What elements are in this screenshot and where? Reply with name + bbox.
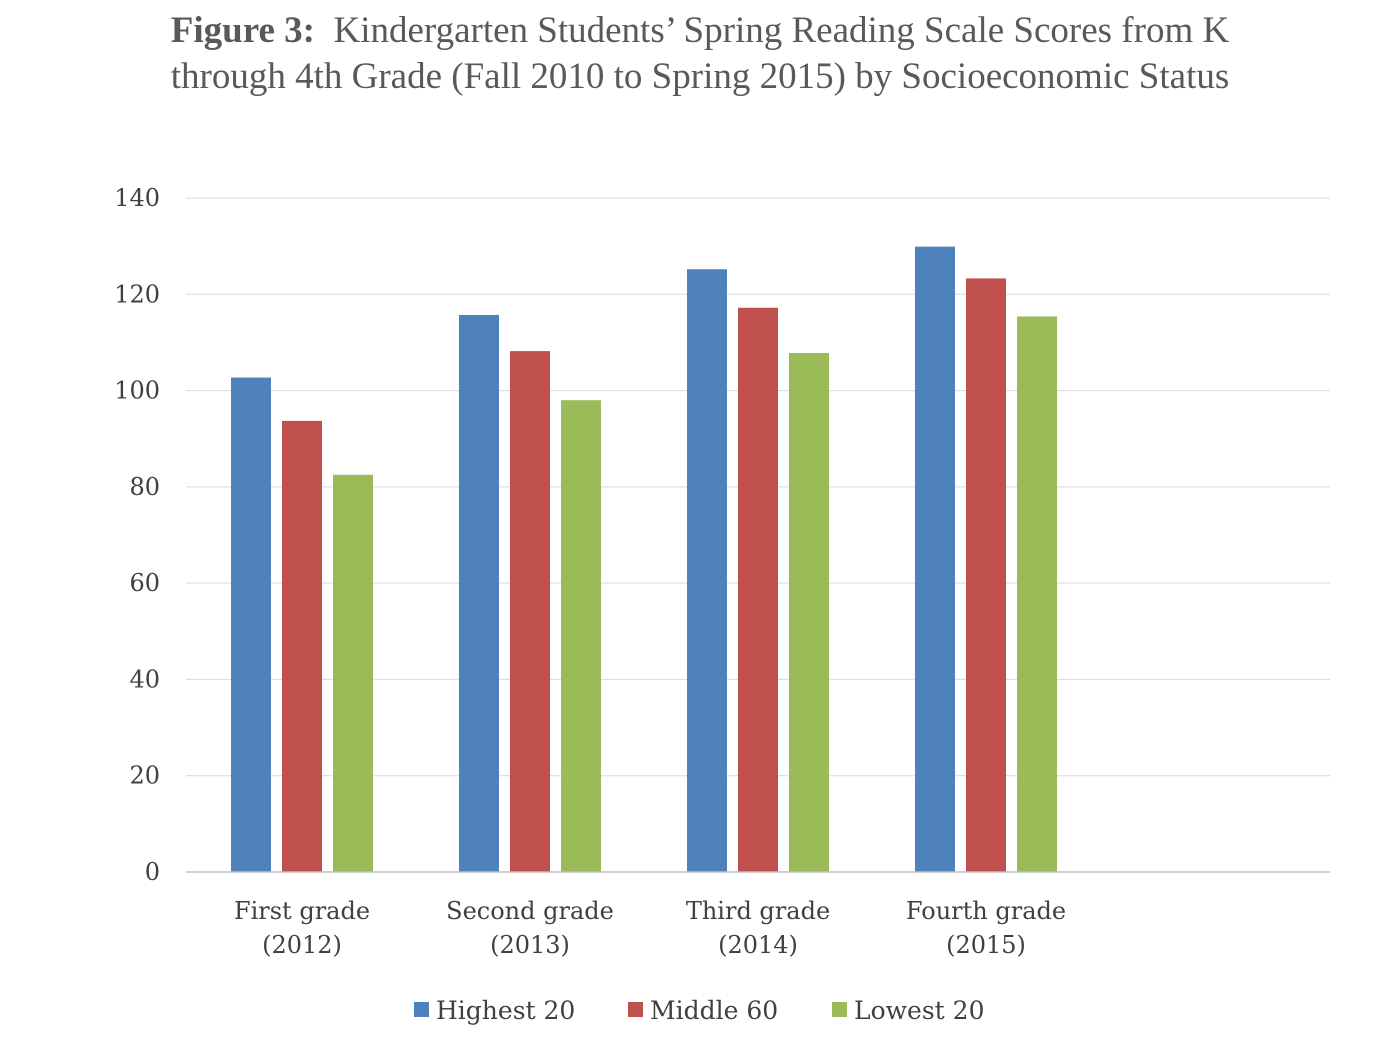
y-tick-label: 0 [145, 858, 160, 886]
x-tick-label: (2015) [946, 931, 1026, 959]
y-tick-label: 120 [114, 280, 160, 308]
bar [282, 420, 322, 872]
bar [561, 400, 601, 872]
figure-title-text-1: Kindergarten Students’ Spring Reading Sc… [333, 10, 1230, 51]
bar [966, 278, 1006, 872]
y-tick-label: 40 [129, 665, 160, 693]
x-tick-label: Fourth grade [906, 897, 1066, 925]
figure-title-line-1: Figure 3: Kindergarten Students’ Spring … [0, 8, 1400, 54]
y-tick-label: 80 [129, 473, 160, 501]
bar [231, 377, 271, 872]
figure-number: Figure 3: [170, 10, 315, 51]
bar [738, 307, 778, 872]
y-tick-label: 60 [129, 569, 160, 597]
bar [333, 474, 373, 872]
bar [459, 314, 499, 872]
x-tick-label: (2012) [262, 931, 342, 959]
legend-label: Middle 60 [650, 996, 778, 1025]
bar [915, 246, 955, 873]
bar [510, 351, 550, 872]
y-tick-label: 20 [129, 762, 160, 790]
legend-swatch [832, 1002, 847, 1017]
figure-title-line-2: through 4th Grade (Fall 2010 to Spring 2… [170, 56, 1230, 97]
x-tick-label: (2013) [490, 931, 570, 959]
x-tick-label: Second grade [446, 897, 614, 925]
bar [1017, 316, 1057, 873]
legend-label: Lowest 20 [854, 996, 984, 1025]
bar [789, 353, 829, 872]
x-tick-label: First grade [234, 897, 370, 925]
axes: 0 20 40 60 80 100 120 140 First grade (2012) Secon… [114, 184, 1330, 959]
legend-swatch [628, 1002, 643, 1017]
legend-label: Highest 20 [436, 996, 575, 1025]
legend: Highest 20 Middle 60 Lowest 20 [414, 996, 984, 1025]
x-tick-label: Third grade [686, 897, 830, 925]
y-tick-label: 140 [114, 184, 160, 212]
bar [687, 269, 727, 872]
y-tick-label: 100 [114, 377, 160, 405]
x-tick-label: (2014) [718, 931, 798, 959]
bars [231, 246, 1057, 873]
figure-title: Figure 3: Kindergarten Students’ Spring … [0, 8, 1400, 100]
legend-swatch [414, 1002, 429, 1017]
